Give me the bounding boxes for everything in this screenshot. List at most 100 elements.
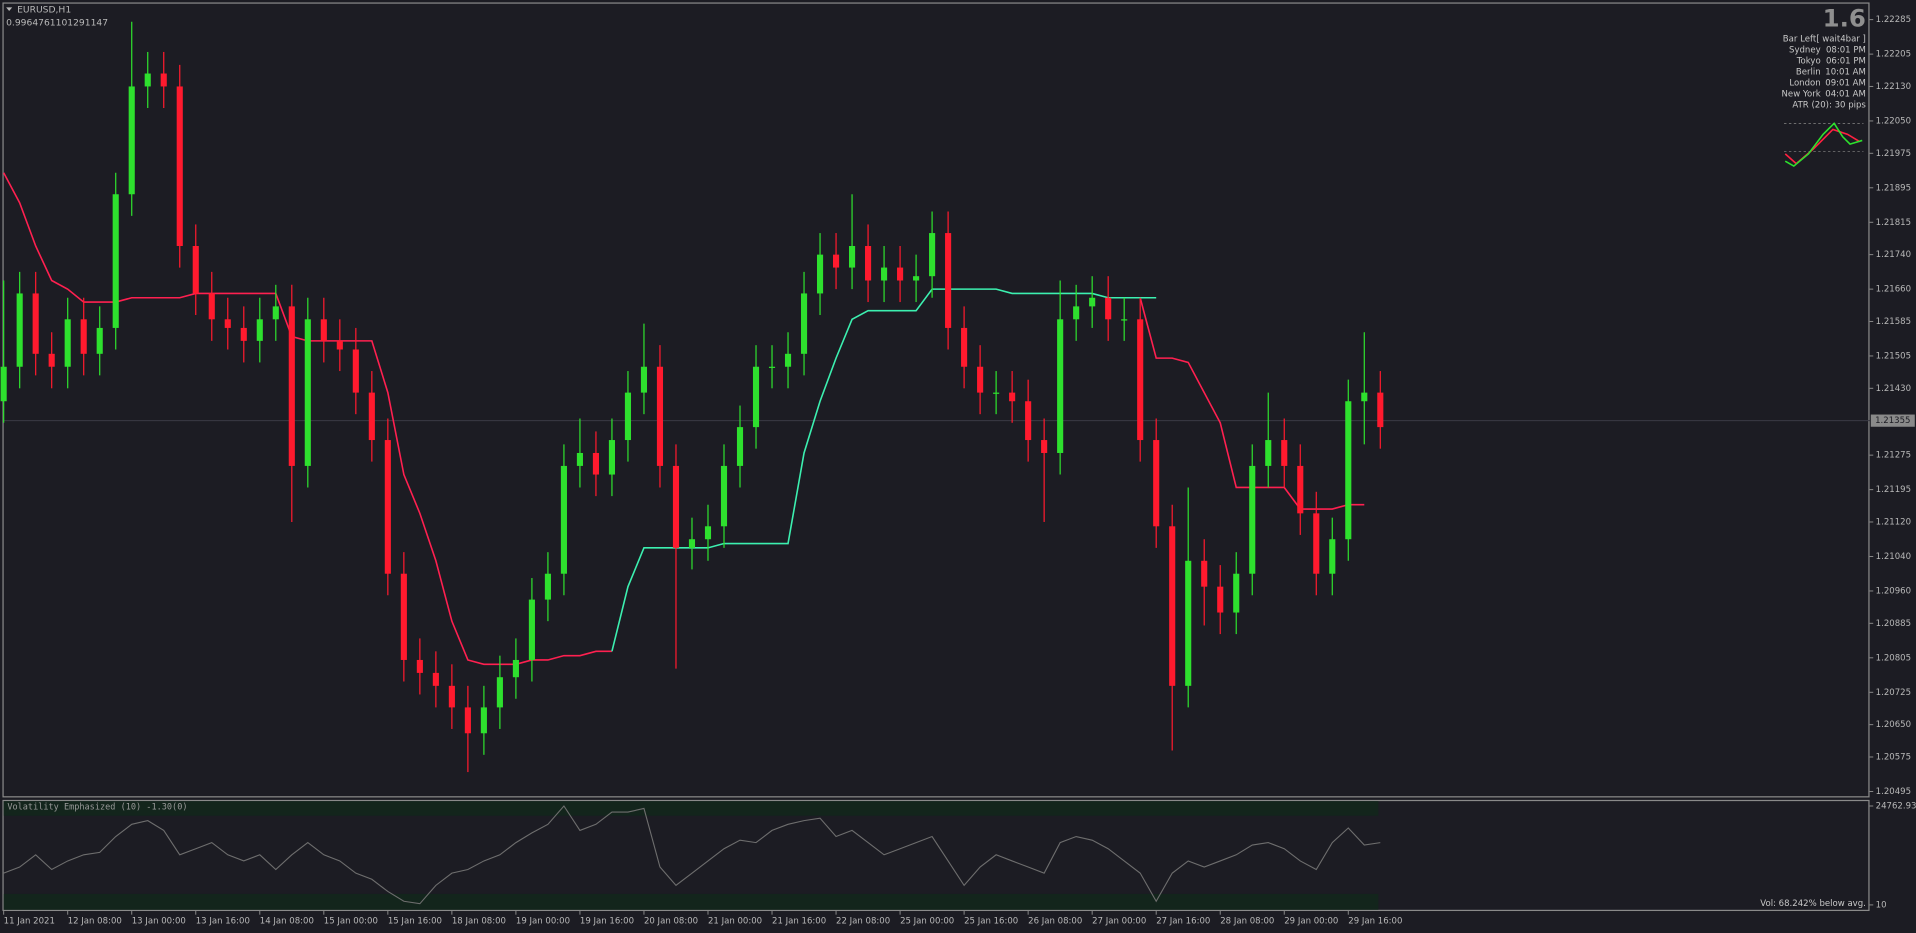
x-tick-label: 27 Jan 16:00: [1156, 916, 1210, 926]
candle-body: [368, 392, 375, 441]
x-tick-label: 25 Jan 00:00: [900, 916, 954, 926]
header-value: 0.9964761101291147: [6, 18, 108, 29]
candle-body: [608, 440, 616, 475]
y-tick-label: 10: [1876, 900, 1887, 910]
candle-body: [672, 465, 680, 548]
symbol: EURUSD,H1: [17, 4, 71, 15]
mini-line: [1784, 122, 1863, 168]
candle-body: [849, 246, 856, 268]
candle-body: [320, 319, 327, 341]
y-tick-label: 1.20575: [1876, 752, 1911, 762]
session-time: 10:01 AM: [1825, 68, 1866, 78]
y-tick-label: 1.20725: [1876, 688, 1911, 698]
trend-line: [611, 288, 1157, 652]
session-time: 08:01 PM: [1826, 46, 1866, 56]
x-tick-label: 13 Jan 16:00: [196, 916, 250, 926]
candle-body: [448, 685, 455, 708]
x-tick-label: 19 Jan 16:00: [580, 916, 634, 926]
x-tick-label: 21 Jan 00:00: [708, 916, 762, 926]
candle-body: [480, 707, 487, 734]
candle-body: [736, 427, 744, 466]
candle-body: [929, 233, 936, 277]
sub-frame: [2, 799, 1870, 912]
current-price-label: 1.21355: [1875, 416, 1910, 426]
candle-body: [304, 319, 311, 466]
current-price-box: [1870, 414, 1915, 427]
candle-body: [544, 573, 551, 600]
candle-body: [881, 267, 888, 281]
candle-body: [496, 677, 503, 708]
session-time: 06:01 PM: [1826, 57, 1866, 67]
y-tick-label: 1.21430: [1876, 384, 1911, 394]
candle-body: [784, 353, 792, 367]
y-tick-label: 1.20495: [1876, 787, 1911, 797]
bar-left: Bar Left[ wait4bar ]: [1783, 35, 1866, 45]
lower-band: [3, 893, 1379, 910]
y-tick-label: 1.22050: [1876, 116, 1911, 126]
candle-body: [1297, 465, 1304, 514]
candle-body: [624, 392, 632, 441]
candle-body: [1089, 297, 1096, 307]
x-tick-label: 19 Jan 00:00: [516, 916, 570, 926]
session-city: Berlin: [1796, 68, 1821, 78]
candle-body: [1329, 539, 1336, 574]
candle-body: [768, 366, 776, 368]
candle-body: [576, 452, 583, 466]
y-tick-label: 1.21275: [1876, 451, 1911, 461]
x-tick-label: 29 Jan 00:00: [1284, 916, 1338, 926]
candle-body: [32, 293, 39, 354]
candle-body: [1265, 440, 1272, 466]
candle-body: [208, 293, 215, 320]
x-tick-label: 13 Jan 00:00: [132, 916, 186, 926]
mini-chart: [1784, 122, 1864, 168]
candle-body: [1313, 513, 1320, 574]
candle-body: [80, 319, 87, 354]
session-time: 04:01 AM: [1825, 90, 1866, 100]
candle-body: [256, 319, 263, 341]
candle-body: [1105, 297, 1112, 320]
x-tick-label: 12 Jan 08:00: [68, 916, 122, 926]
candle-body: [1057, 319, 1064, 453]
candle-body: [1201, 560, 1208, 587]
candle-body: [176, 86, 183, 247]
x-tick-label: 20 Jan 08:00: [644, 916, 698, 926]
candle-body: [288, 306, 295, 466]
candle-body: [977, 366, 984, 393]
x-tick-label: 18 Jan 08:00: [452, 916, 506, 926]
sessions: Sydney 08:01 PM Tokyo 06:01 PM Berlin 10:01 A…: [1782, 46, 1866, 100]
sub-title: Volatility Emphasized (10) -1.30(0): [7, 803, 187, 813]
candle-body: [400, 573, 407, 660]
candle-body: [832, 254, 840, 268]
candle-body: [1361, 392, 1368, 402]
mini-line: [1784, 128, 1861, 165]
session-city: New York: [1782, 90, 1821, 100]
y-tick-label: 1.21120: [1876, 517, 1911, 527]
candle-body: [272, 306, 279, 320]
candle-body: [1025, 401, 1032, 441]
candle-body: [432, 672, 439, 686]
y-tick-label: 1.22285: [1876, 15, 1911, 25]
y-tick-label: 1.21040: [1876, 552, 1911, 562]
candle-body: [897, 267, 904, 281]
session-city: London: [1789, 79, 1820, 89]
candle-body: [352, 349, 359, 393]
x-tick-label: 15 Jan 16:00: [388, 916, 442, 926]
candle-body: [704, 526, 712, 540]
candle-body: [656, 366, 664, 466]
candle-body: [48, 353, 55, 367]
candle-body: [993, 392, 1000, 394]
y-tick-label: 1.21740: [1876, 250, 1911, 260]
candle-body: [1121, 319, 1128, 321]
x-tick-label: 22 Jan 08:00: [836, 916, 890, 926]
candle-body: [112, 194, 119, 328]
candle-body: [416, 659, 423, 673]
menu-arrow[interactable]: [6, 7, 13, 11]
candle-body: [945, 233, 952, 328]
candle-body: [1217, 586, 1224, 613]
candle-body: [800, 293, 808, 354]
candle-body: [192, 246, 199, 294]
candle-body: [144, 73, 151, 87]
x-tick-label: 28 Jan 08:00: [1220, 916, 1274, 926]
